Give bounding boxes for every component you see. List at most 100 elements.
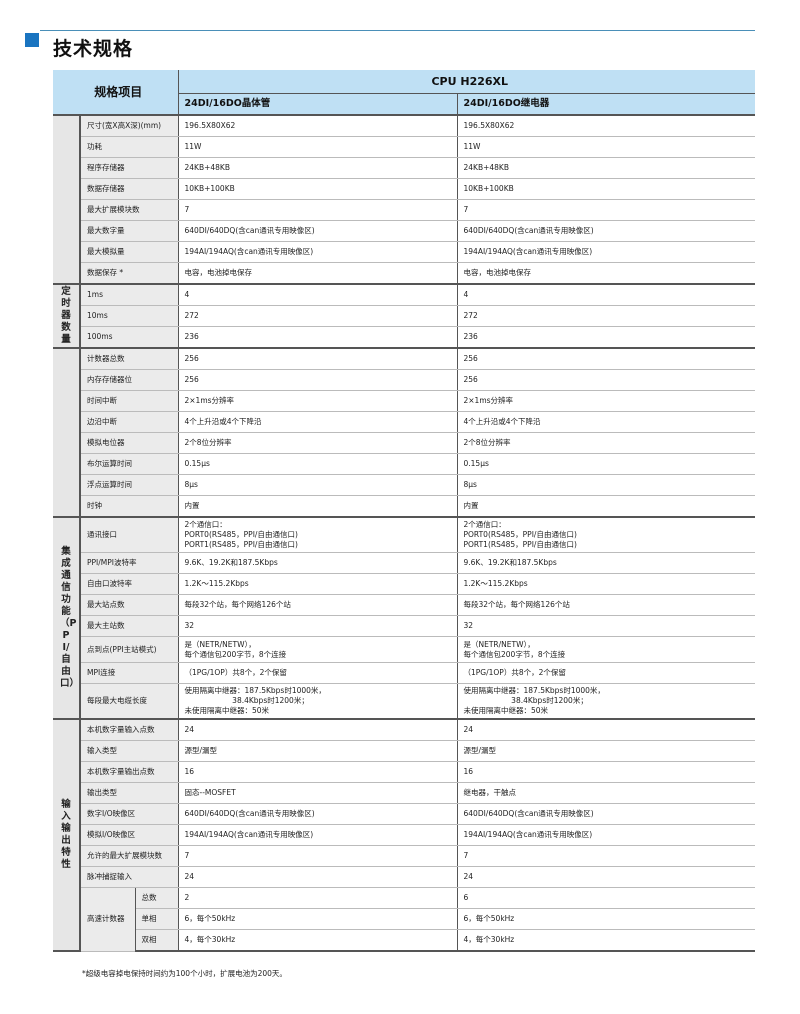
value-relay: 8μs [456, 474, 755, 496]
spec-item-label: 高速计数器 [80, 887, 136, 952]
table-row: 集成通信功能（PPI/自由口） 通讯接口 2个通信口： PORT0(RS485，PP… [53, 517, 755, 720]
value-transistor: 9.6K、19.2K和187.5Kbps [178, 552, 457, 574]
value-relay: 272 [456, 305, 755, 327]
spec-item-label: 尺寸(宽X高X深)(mm) [80, 115, 179, 137]
group-label [53, 115, 81, 285]
value-relay: 24KB+48KB [456, 157, 755, 179]
spec-item-label: 100ms [80, 326, 179, 349]
spec-subitem-label: 单相 [135, 908, 179, 930]
value-transistor: 16 [178, 761, 457, 783]
spec-item-label: 边沿中断 [80, 411, 179, 433]
table-row: 本机数字量输出点数 16 16 [53, 761, 755, 783]
value-relay: 236 [456, 326, 755, 349]
group-label: 定时器数量 [53, 284, 81, 349]
spec-item-label: 最大模拟量 [80, 241, 179, 263]
spec-item-label: 数据保存 * [80, 262, 179, 285]
value-relay: 194AI/194AQ(含can通讯专用映像区) [456, 241, 755, 263]
value-relay: 内置 [456, 495, 755, 518]
value-relay: 9.6K、19.2K和187.5Kbps [456, 552, 755, 574]
value-transistor: 是（NETR/NETW）， 每个通信包200字节，8个连接 [178, 636, 457, 663]
value-transistor: 使用隔离中继器：187.5Kbps时1000米， 38.4Kbps时1200米；… [178, 683, 457, 720]
table-row: 时间中断 2×1ms分辨率 2×1ms分辨率 [53, 390, 755, 412]
value-relay: 4个上升沿或4个下降沿 [456, 411, 755, 433]
spec-item-label: 数字I/O映像区 [80, 803, 179, 825]
spec-table: 规格项目 CPU H226XL 24DI/16DO晶体管 24DI/16DO继电… [53, 70, 755, 952]
value-relay: 256 [456, 348, 755, 370]
table-row: 功耗 11W 11W [53, 136, 755, 158]
group-label: 集成通信功能（PPI/自由口） [53, 517, 81, 720]
spec-item-label: 计数器总数 [80, 348, 179, 370]
value-relay: 2个8位分辨率 [456, 432, 755, 454]
table-row: 浮点运算时间 8μs 8μs [53, 474, 755, 496]
table-row: 100ms 236 236 [53, 326, 755, 349]
spec-item-label: 时钟 [80, 495, 179, 518]
value-relay: （1PG/1OP）共8个，2个保留 [456, 662, 755, 684]
table-row: 最大主站数 32 32 [53, 615, 755, 637]
table-row: 双相 4，每个30kHz 4，每个30kHz [53, 929, 755, 952]
value-relay: 16 [456, 761, 755, 783]
spec-item-label: 本机数字量输出点数 [80, 761, 179, 783]
value-transistor: 640DI/640DQ(含can通讯专用映像区) [178, 220, 457, 242]
table-row: 最大数字量 640DI/640DQ(含can通讯专用映像区) 640DI/640DQ… [53, 220, 755, 242]
spec-subitem-label: 双相 [135, 929, 179, 952]
value-relay: 32 [456, 615, 755, 637]
spec-item-label: 10ms [80, 305, 179, 327]
value-transistor: 7 [178, 845, 457, 867]
spec-item-label: 1ms [80, 284, 179, 306]
table-row: 计数器总数 256 256 [53, 348, 755, 518]
table-row: 最大扩展模块数 7 7 [53, 199, 755, 221]
value-relay: 10KB+100KB [456, 178, 755, 200]
spec-item-label: 功耗 [80, 136, 179, 158]
spec-item-label: 内存存储器位 [80, 369, 179, 391]
spec-item-label: 最大站点数 [80, 594, 179, 616]
value-relay: 继电器，干触点 [456, 782, 755, 804]
variant-header-relay: 24DI/16DO继电器 [456, 93, 755, 116]
spec-subitem-label: 总数 [135, 887, 179, 909]
value-transistor: 4 [178, 284, 457, 306]
value-transistor: 2个通信口： PORT0(RS485，PPI/自由通信口) PORT1(RS48… [178, 517, 457, 553]
table-row: 最大模拟量 194AI/194AQ(含can通讯专用映像区) 194AI/194AQ… [53, 241, 755, 263]
value-transistor: 内置 [178, 495, 457, 518]
table-row: 每段最大电缆长度 使用隔离中继器：187.5Kbps时1000米， 38.4Kbp… [53, 683, 755, 720]
value-transistor: 10KB+100KB [178, 178, 457, 200]
value-transistor: 194AI/194AQ(含can通讯专用映像区) [178, 824, 457, 846]
value-transistor: 256 [178, 369, 457, 391]
spec-item-label: 程序存储器 [80, 157, 179, 179]
spec-item-label: 允许的最大扩展模块数 [80, 845, 179, 867]
table-row: 允许的最大扩展模块数 7 7 [53, 845, 755, 867]
spec-item-label: 模拟电位器 [80, 432, 179, 454]
spec-item-label: 最大扩展模块数 [80, 199, 179, 221]
value-relay: 7 [456, 199, 755, 221]
table-row: 布尔运算时间 0.15μs 0.15μs [53, 453, 755, 475]
table-row: 单相 6，每个50kHz 6，每个50kHz [53, 908, 755, 930]
table-row: 数据存储器 10KB+100KB 10KB+100KB [53, 178, 755, 200]
section-marker-icon [25, 33, 39, 47]
group-label: 输入输出特性 [53, 719, 81, 952]
group-label-text: 集成通信功能（PPI/自由口） [60, 546, 80, 689]
value-relay: 640DI/640DQ(含can通讯专用映像区) [456, 803, 755, 825]
table-row: 点到点(PPI主站模式) 是（NETR/NETW）， 每个通信包200字节，8个连… [53, 636, 755, 663]
table-row: 数据保存 * 电容，电池掉电保存 电容，电池掉电保存 [53, 262, 755, 285]
spec-item-label: 浮点运算时间 [80, 474, 179, 496]
spec-item-label: 输入类型 [80, 740, 179, 762]
spec-item-label: 输出类型 [80, 782, 179, 804]
spec-item-label: 模拟I/O映像区 [80, 824, 179, 846]
value-relay: 24 [456, 719, 755, 741]
table-row: 输入类型 源型/漏型 源型/漏型 [53, 740, 755, 762]
spec-item-label: 通讯接口 [80, 517, 179, 553]
value-transistor: 196.5X80X62 [178, 115, 457, 137]
spec-item-label: 点到点(PPI主站模式) [80, 636, 179, 663]
value-relay: 7 [456, 845, 755, 867]
value-transistor: 1.2K～115.2Kbps [178, 573, 457, 595]
value-transistor: 24 [178, 719, 457, 741]
spec-item-label: 自由口波特率 [80, 573, 179, 595]
table-row: 边沿中断 4个上升沿或4个下降沿 4个上升沿或4个下降沿 [53, 411, 755, 433]
value-relay: 4，每个30kHz [456, 929, 755, 952]
value-transistor: 固态--MOSFET [178, 782, 457, 804]
table-row: 输出类型 固态--MOSFET 继电器，干触点 [53, 782, 755, 804]
spec-item-label: 时间中断 [80, 390, 179, 412]
value-relay: 11W [456, 136, 755, 158]
value-transistor: 0.15μs [178, 453, 457, 475]
spec-item-label: MPI连接 [80, 662, 179, 684]
value-transistor: 电容，电池掉电保存 [178, 262, 457, 285]
